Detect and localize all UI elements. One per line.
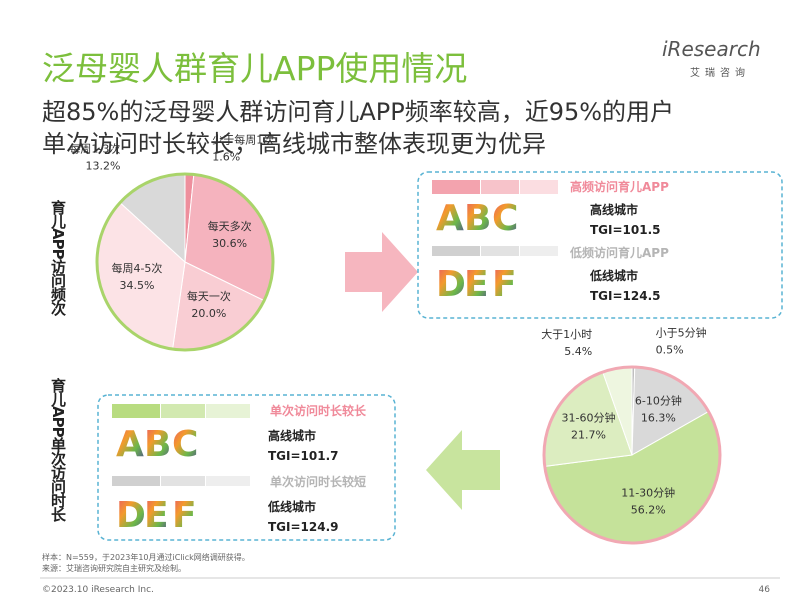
- deco-letter: B: [144, 424, 171, 465]
- footer-note: 样本：N=559，于2023年10月通过iClick网络调研获得。: [42, 552, 250, 562]
- arrow: [426, 430, 500, 510]
- panel-label: 单次访问时长较长: [270, 403, 367, 418]
- deco-letter: E: [464, 264, 489, 305]
- deco-bar: [112, 476, 160, 486]
- deco-bar: [520, 180, 558, 194]
- tgi-label: TGI=124.9: [268, 520, 339, 534]
- chart-title: 育儿APP访问频次: [49, 199, 67, 317]
- subtitle: 单次访问时长较长，高线城市整体表现更为优异: [42, 130, 546, 158]
- deco-bar: [112, 404, 160, 418]
- slice-label: 6-10分钟: [635, 393, 682, 407]
- deco-letter: C: [172, 424, 198, 465]
- deco-bar: [161, 476, 205, 486]
- panel-label: 高频访问育儿APP: [570, 179, 669, 194]
- tgi-label: TGI=124.5: [590, 289, 661, 303]
- panel-label: 低频访问育儿APP: [569, 245, 669, 260]
- deco-letter: F: [492, 264, 517, 305]
- deco-letter: D: [116, 495, 146, 536]
- deco-bar: [432, 180, 480, 194]
- pie-border: [542, 365, 722, 545]
- slice-label: 每周1-3次: [69, 141, 120, 155]
- panel-label: 单次访问时长较短: [270, 474, 366, 489]
- deco-bar: [206, 476, 250, 486]
- deco-bar: [481, 180, 519, 194]
- city-label: 高线城市: [268, 428, 316, 443]
- city-label: 高线城市: [590, 202, 638, 217]
- copyright: ©2023.10 iResearch Inc.: [42, 585, 154, 595]
- slice-value: 0.5%: [656, 343, 684, 356]
- tgi-label: TGI=101.5: [590, 223, 661, 237]
- deco-bar: [432, 246, 480, 256]
- deco-bar: [481, 246, 519, 256]
- deco-letter: C: [492, 198, 518, 239]
- slice-label: 大于1小时: [541, 327, 592, 341]
- deco-letter: A: [116, 424, 144, 465]
- deco-bar: [520, 246, 558, 256]
- subtitle: 超85%的泛母婴人群访问育儿APP频率较高，近95%的用户: [42, 98, 674, 126]
- deco-letter: B: [464, 198, 491, 239]
- slice-value: 1.6%: [212, 151, 240, 164]
- slice-value: 21.7%: [571, 428, 606, 441]
- slice-label: 每周4-5次: [111, 261, 162, 275]
- deco-bar: [161, 404, 205, 418]
- slice-value: 34.5%: [119, 279, 154, 292]
- page-number: 46: [759, 585, 771, 595]
- deco-letter: D: [436, 264, 466, 305]
- panel-box: [417, 171, 783, 319]
- arrow: [345, 232, 418, 312]
- chart-title: 育儿APP单次访问时长: [49, 377, 67, 523]
- city-label: 低线城市: [267, 499, 316, 514]
- title: 泛母婴人群育儿APP使用情况: [42, 49, 467, 88]
- bars: [112, 180, 558, 486]
- footer-note: 来源：艾瑞咨询研究院自主研究及绘制。: [42, 563, 186, 573]
- slice-label: 每天一次: [187, 289, 231, 303]
- slice-label: 少于每周1次: [212, 133, 274, 147]
- slice-label: 每天多次: [208, 219, 252, 233]
- slice-label: 31-60分钟: [562, 410, 616, 424]
- slice-value: 30.6%: [212, 237, 247, 250]
- slice-label: 11-30分钟: [621, 485, 675, 499]
- slice-value: 13.2%: [85, 159, 120, 172]
- slice-value: 16.3%: [641, 411, 676, 424]
- deco-letter: E: [144, 495, 169, 536]
- slice-value: 5.4%: [564, 345, 592, 358]
- deco-letter: F: [172, 495, 197, 536]
- slice-value: 20.0%: [191, 307, 226, 320]
- pie-border: [95, 172, 275, 352]
- logo: iResearch: [662, 37, 761, 61]
- slice-label: 小于5分钟: [656, 325, 707, 339]
- logo-sub: 艾瑞咨询: [690, 66, 750, 79]
- city-label: 低线城市: [589, 268, 638, 283]
- slice-value: 56.2%: [631, 503, 666, 516]
- tgi-label: TGI=101.7: [268, 449, 339, 463]
- deco-bar: [206, 404, 250, 418]
- deco-letter: A: [436, 198, 464, 239]
